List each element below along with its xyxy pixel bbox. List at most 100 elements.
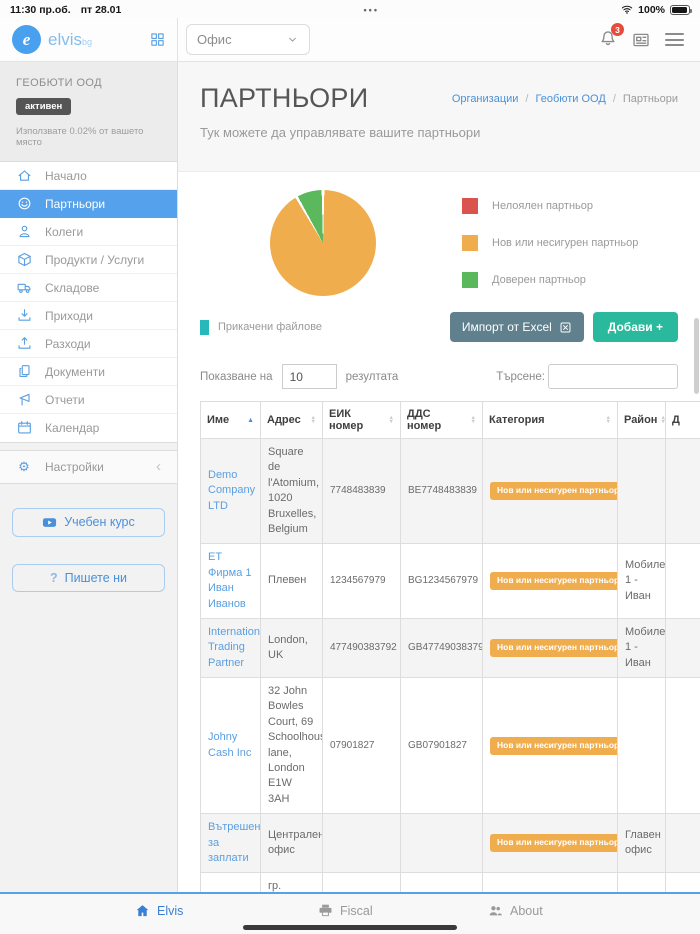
person-icon — [16, 224, 32, 239]
status-bar: 11:30 пр.об. пт 28.01 ••• 100% — [0, 0, 700, 18]
partner-name-link[interactable]: International Trading Partner — [208, 625, 260, 669]
news-icon[interactable] — [632, 31, 650, 49]
sidebar-item-income[interactable]: Приходи — [0, 302, 177, 330]
sort-icon: ▲ ▼ — [388, 414, 394, 425]
column-header-Име[interactable]: Име ▲ — [200, 401, 261, 439]
legend-label: Доверен партньор — [492, 274, 586, 286]
column-label: ЕИК номер — [329, 408, 364, 432]
breadcrumb-link[interactable]: Организации — [451, 93, 519, 105]
menu-button[interactable] — [665, 31, 684, 48]
category-chart: Нелоялен партньор Нов или несигурен партн… — [178, 172, 700, 304]
logo-suffix: bg — [82, 36, 93, 47]
extra-cell — [665, 677, 700, 815]
contact-button[interactable]: ? Пишете ни — [12, 563, 165, 592]
tab-label: About — [510, 903, 543, 918]
sidebar-item-products[interactable]: Продукти / Услуги — [0, 246, 177, 274]
show-entries-suffix: резултата — [345, 370, 399, 383]
column-header-ЕИК номер[interactable]: ЕИК номер ▲ ▼ — [322, 401, 401, 439]
battery-percent: 100% — [638, 4, 665, 16]
column-header-Категория[interactable]: Категория ▲ ▼ — [482, 401, 618, 439]
column-header-Адрес[interactable]: Адрес ▲ ▼ — [260, 401, 323, 439]
vat-cell: GB07901827 — [400, 677, 483, 815]
page-size-input[interactable] — [281, 364, 337, 389]
category-badge: Нов или несигурен партньор — [490, 834, 617, 853]
column-header-ДДС номер[interactable]: ДДС номер ▲ ▼ — [400, 401, 483, 439]
contact-button-label: Пишете ни — [64, 570, 128, 585]
add-partner-button[interactable]: Добави + — [592, 312, 678, 342]
import-excel-button[interactable]: Импорт от Excel — [449, 312, 584, 342]
sidebar-item-home[interactable]: Начало — [0, 162, 177, 190]
eik-cell — [322, 813, 401, 874]
logo-mark: e — [12, 25, 41, 54]
vat-cell — [400, 813, 483, 874]
home-indicator[interactable] — [243, 925, 457, 930]
sidebar-item-partners[interactable]: Партньори — [0, 190, 177, 218]
play-icon — [42, 515, 57, 530]
add-partner-label: Добави + — [607, 320, 663, 334]
apps-grid-icon[interactable] — [150, 32, 165, 47]
table-row[interactable]: ЕТ Фирма 1 Иван Иванов Плевен 1234567979 BG… — [200, 543, 700, 619]
org-status-badge: активен — [16, 98, 72, 115]
partners-table: Име ▲ Адрес ▲ ▼ ЕИК номер ▲ ▼ ДДС номер ▲ ▼ Категор… — [200, 401, 700, 934]
legend-item: Доверен партньор — [462, 272, 638, 288]
people-icon — [488, 903, 503, 918]
category-badge: Нов или несигурен партньор — [490, 639, 617, 657]
partner-name-cell: Johny Cash Inc — [200, 677, 261, 815]
tab-fiscal[interactable]: Fiscal — [318, 903, 373, 918]
column-label: ДДС номер — [407, 408, 442, 432]
tab-about[interactable]: About — [488, 903, 543, 918]
region-cell: Мобилен 1 - Иван — [617, 617, 666, 679]
calendar-icon — [16, 420, 32, 435]
notifications-button[interactable]: 3 — [599, 23, 624, 50]
scrollbar-thumb[interactable] — [694, 318, 699, 394]
category-cell: Нов или несигурен партньор — [482, 437, 618, 545]
breadcrumb-separator: / — [525, 93, 529, 105]
printer-icon — [318, 903, 333, 918]
tab-elvis[interactable]: Elvis — [135, 903, 183, 918]
sidebar-item-calendar[interactable]: Календар — [0, 414, 177, 442]
column-label: Име — [207, 414, 230, 426]
table-row[interactable]: Demo Company LTD Square de l'Atomium, 102… — [200, 437, 700, 545]
partner-name-link[interactable]: ЕТ Фирма 1 Иван Иванов — [208, 551, 252, 610]
workspace-select[interactable]: Офис — [186, 24, 310, 55]
main-content: ПАРТНЬОРИ Организации / Геобюти ООД / Партнь… — [178, 62, 700, 934]
import-excel-label: Импорт от Excel — [461, 320, 552, 334]
partner-name-link[interactable]: Вътрешен за заплати — [208, 821, 261, 864]
show-entries-prefix: Показване на — [200, 370, 273, 383]
breadcrumb: Организации / Геобюти ООД / Партньори — [452, 93, 678, 105]
column-header-Д[interactable]: Д▲▼ — [665, 401, 700, 439]
partner-name-link[interactable]: Demo Company LTD — [208, 469, 256, 512]
gear-icon: ⚙ — [18, 458, 30, 474]
home-filled-icon — [135, 903, 150, 918]
partners-table-wrap: Име ▲ Адрес ▲ ▼ ЕИК номер ▲ ▼ ДДС номер ▲ ▼ Категор… — [200, 401, 700, 934]
upload-icon — [16, 336, 32, 351]
course-button[interactable]: Учебен курс — [12, 507, 165, 537]
eik-cell: 07901827 — [322, 677, 401, 815]
smiley-icon — [16, 196, 32, 211]
sidebar-item-documents[interactable]: Документи — [0, 358, 177, 386]
sidebar-item-expenses[interactable]: Разходи — [0, 330, 177, 358]
settings-label: Настройки — [45, 459, 104, 474]
category-badge: Нов или несигурен партньор — [490, 736, 617, 755]
table-row[interactable]: Johny Cash Inc 32 John Bowles Court, 69 S… — [200, 677, 700, 815]
legend-swatch — [462, 272, 478, 288]
table-row[interactable]: Вътрешен за заплати Централен офис Нов или… — [200, 813, 700, 874]
legend-item: Нов или несигурен партньор — [462, 235, 638, 251]
eik-cell: 1234567979 — [322, 543, 401, 619]
home-icon — [16, 168, 32, 183]
sidebar-item-label: Начало — [45, 168, 87, 183]
search-label: Търсене: — [496, 370, 545, 383]
partner-name-link[interactable]: Johny Cash Inc — [208, 731, 252, 759]
sidebar-item-colleagues[interactable]: Колеги — [0, 218, 177, 246]
search-input[interactable] — [548, 364, 678, 389]
column-header-Район[interactable]: Район ▲ ▼ — [617, 401, 666, 439]
sidebar-item-label: Колеги — [45, 224, 84, 239]
sort-icon: ▲ ▼ — [310, 414, 316, 425]
sidebar-item-settings[interactable]: ⚙ Настройки ‹ — [0, 449, 177, 484]
chevron-down-icon — [286, 33, 299, 46]
sidebar-item-warehouses[interactable]: Складове — [0, 274, 177, 302]
breadcrumb-link[interactable]: Геобюти ООД — [535, 93, 606, 105]
excel-file-icon — [559, 321, 572, 334]
sidebar-item-reports[interactable]: Отчети — [0, 386, 177, 414]
